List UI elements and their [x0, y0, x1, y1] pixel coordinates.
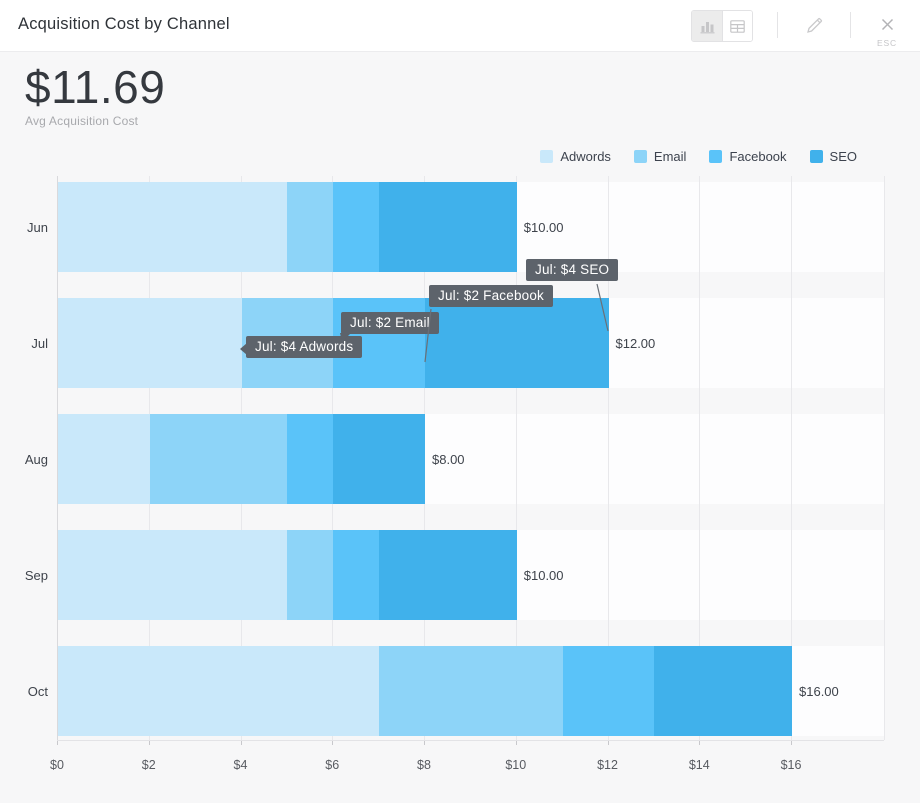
kpi-block: $11.69 Avg Acquisition Cost: [25, 62, 165, 128]
legend-swatch: [633, 150, 647, 163]
x-axis-label: $6: [325, 758, 340, 772]
bar-oct-email[interactable]: [379, 646, 563, 736]
bar-sep-seo[interactable]: [379, 530, 517, 620]
y-axis-label-jul: Jul: [31, 335, 48, 351]
legend-item-facebook[interactable]: Facebook: [709, 149, 787, 164]
bar-oct-seo[interactable]: [654, 646, 792, 736]
kpi-label: Avg Acquisition Cost: [25, 113, 139, 128]
legend-swatch: [709, 150, 723, 163]
bar-sep-adwords[interactable]: [58, 530, 288, 620]
bar-total-label: $10.00: [523, 219, 564, 235]
x-axis-label: $12: [597, 758, 618, 772]
legend-swatch: [540, 150, 554, 163]
header-actions: ESC: [691, 10, 899, 48]
gridline: [791, 176, 792, 740]
tooltip-pointer: [340, 333, 351, 342]
x-axis-label: $0: [50, 758, 64, 772]
legend-label: Adwords: [560, 149, 611, 164]
x-axis-tick: [332, 740, 334, 745]
tooltip: Jul: $4 Adwords: [240, 336, 363, 358]
x-axis-tick: [57, 740, 58, 745]
x-axis-tick: [240, 740, 242, 745]
bar-total-label: $10.00: [523, 567, 564, 583]
close-control: ESC: [875, 10, 899, 48]
x-axis-label: $14: [688, 758, 710, 772]
chart-view-button[interactable]: [692, 11, 722, 41]
bar-sep-facebook[interactable]: [333, 530, 380, 620]
bar-aug-email[interactable]: [149, 414, 288, 504]
bar-sep-email[interactable]: [287, 530, 334, 620]
x-axis-tick: [791, 740, 792, 745]
legend-label: SEO: [829, 149, 857, 164]
bar-jul-seo[interactable]: [425, 298, 609, 388]
bar-oct-facebook[interactable]: [562, 646, 655, 736]
x-axis-label: $8: [417, 758, 431, 772]
bar-jun-adwords[interactable]: [58, 182, 288, 272]
legend-label: Email: [653, 149, 687, 164]
bar-jun-facebook[interactable]: [333, 182, 380, 272]
pencil-icon: [805, 16, 824, 35]
y-axis-label-aug: Aug: [24, 451, 48, 467]
x-axis-tick: [148, 740, 150, 745]
divider: [777, 12, 778, 38]
y-axis-label-sep: Sep: [24, 567, 48, 583]
tooltip: Jul: $4 SEO: [526, 259, 619, 281]
x-axis-label: $2: [141, 758, 156, 772]
bar-total-label: $12.00: [615, 335, 656, 351]
x-axis-label: $4: [233, 758, 248, 772]
x-axis-line: [57, 740, 884, 741]
tooltip: Jul: $2 Facebook: [429, 285, 554, 307]
esc-label: ESC: [877, 38, 897, 48]
x-axis-label: $10: [505, 758, 527, 772]
chart-legend: Adwords Email Facebook SEO: [517, 149, 857, 164]
legend-item-email[interactable]: Email: [633, 149, 687, 164]
bar-jun-seo[interactable]: [379, 182, 517, 272]
x-axis-tick: [699, 740, 701, 745]
plot-right-boundary: [884, 176, 885, 740]
x-axis-tick: [607, 740, 609, 745]
bar-jun-email[interactable]: [287, 182, 334, 272]
table-icon: [729, 18, 746, 35]
legend-item-adwords[interactable]: Adwords: [540, 149, 611, 164]
bar-total-label: $16.00: [799, 683, 839, 699]
bar-oct-adwords[interactable]: [58, 646, 380, 736]
panel-header: Acquisition Cost by Channel: [0, 0, 920, 52]
page-title: Acquisition Cost by Channel: [18, 15, 230, 33]
divider: [850, 12, 851, 38]
y-axis-line: [57, 176, 58, 740]
y-axis-label-jun: Jun: [27, 219, 48, 235]
gridline: [515, 176, 517, 740]
x-axis-label: $16: [780, 758, 802, 772]
x-axis-tick: [515, 740, 517, 745]
x-axis-tick: [424, 740, 425, 745]
bar-aug-seo[interactable]: [333, 414, 425, 504]
bar-jul-adwords[interactable]: [58, 298, 242, 388]
view-toggle: [691, 10, 753, 42]
legend-swatch: [809, 150, 823, 163]
bar-aug-facebook[interactable]: [287, 414, 334, 504]
y-axis-label-oct: Oct: [27, 683, 48, 699]
kpi-value: $11.69: [25, 61, 166, 113]
gridline: [607, 176, 609, 740]
bar-total-label: $8.00: [432, 451, 465, 467]
tooltip-pointer: [240, 343, 247, 355]
legend-label: Facebook: [729, 149, 787, 164]
bar-chart-icon: [699, 18, 716, 35]
close-icon: [880, 17, 895, 32]
tooltip: Jul: $2 Email: [340, 312, 439, 342]
gridline: [699, 176, 701, 740]
bar-aug-adwords[interactable]: [58, 414, 150, 504]
table-view-button[interactable]: [722, 11, 752, 41]
close-button[interactable]: [875, 12, 899, 36]
edit-button[interactable]: [802, 13, 826, 37]
legend-item-seo[interactable]: SEO: [809, 149, 857, 164]
